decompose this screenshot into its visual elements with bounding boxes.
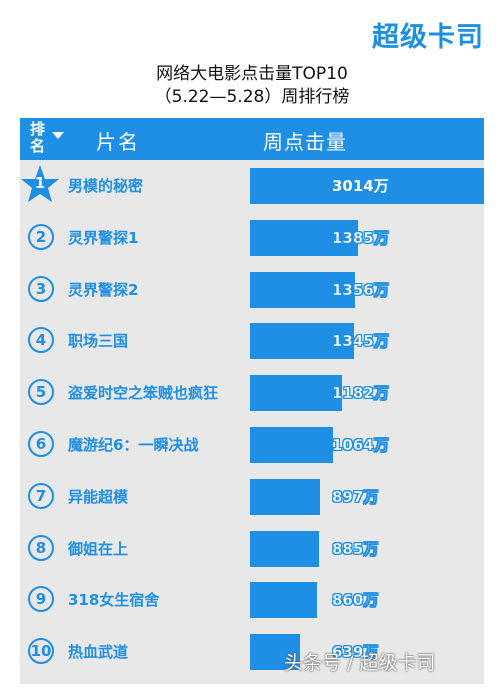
bar <box>250 219 358 256</box>
table-row: 6 魔游纪6：一瞬决战 1064万 <box>20 425 484 465</box>
name-header: 片名 <box>96 130 140 154</box>
chart-title: 网络大电影点击量TOP10 <box>156 64 348 84</box>
clicks-header: 周点击量 <box>263 130 347 154</box>
rank-badge: 4 <box>28 327 54 354</box>
bar <box>250 323 354 360</box>
rank-badge: 6 <box>28 431 54 457</box>
value-label: 1385万 <box>332 228 389 247</box>
film-name: 异能超模 <box>68 487 129 506</box>
sort-down-icon[interactable] <box>52 132 64 139</box>
rank-badge: 7 <box>28 482 54 509</box>
table-header: 排名 片名 周点击量 <box>20 118 484 160</box>
star-icon <box>21 165 59 202</box>
film-name: 灵界警探1 <box>68 228 139 247</box>
table-row: 2 灵界警探1 1385万 <box>20 218 484 258</box>
film-name: 御姐在上 <box>68 539 129 558</box>
rank-badge: 10 <box>28 638 54 665</box>
film-name: 热血武道 <box>68 643 129 662</box>
table-row: 9 318女生宿舍 860万 <box>20 580 484 620</box>
logo: 超级卡司 <box>372 14 484 54</box>
film-name: 男模的秘密 <box>68 177 144 195</box>
bar <box>250 582 317 619</box>
value-label: 1345万 <box>332 332 389 351</box>
bar <box>250 427 333 463</box>
rank-badge: 8 <box>28 534 54 561</box>
table-row: 8 御姐在上 885万 <box>20 529 484 569</box>
table-row: 10 热血武道 639万 <box>20 632 484 672</box>
value-label: 639万 <box>332 643 379 662</box>
logo-text: 超级卡司 <box>372 21 484 53</box>
bar <box>250 168 484 204</box>
film-name: 318女生宿舍 <box>68 591 160 610</box>
value-label: 3014万 <box>332 177 389 195</box>
film-name: 魔游纪6：一瞬决战 <box>68 436 199 454</box>
bar <box>250 375 342 412</box>
rank-header[interactable]: 排名 <box>30 120 46 155</box>
rank-badge: 3 <box>28 275 54 302</box>
value-label: 860万 <box>332 591 379 610</box>
rank-badge: 2 <box>28 223 54 250</box>
table-row: 3 灵界警探2 1356万 <box>20 270 484 310</box>
table-row: 7 异能超模 897万 <box>20 477 484 517</box>
table-row: 5 盗爱时空之笨贼也疯狂 1182万 <box>20 373 484 413</box>
value-label: 1356万 <box>332 280 389 299</box>
bar <box>250 271 355 308</box>
value-label: 897万 <box>332 487 379 506</box>
watermark: 头条号 / 超级卡司 <box>284 652 436 674</box>
rank-number: 1 <box>34 174 46 192</box>
bar <box>250 478 320 515</box>
film-name: 职场三国 <box>68 332 129 351</box>
value-label: 1064万 <box>332 436 389 454</box>
rank-badge: 9 <box>28 586 54 613</box>
chart-subtitle: （5.22—5.28）周排行榜 <box>154 87 350 107</box>
film-name: 灵界警探2 <box>68 280 139 299</box>
film-name: 盗爱时空之笨贼也疯狂 <box>68 384 219 403</box>
table-row: 1 男模的秘密 3014万 <box>20 165 484 206</box>
bar <box>250 530 319 567</box>
table-row: 4 职场三国 1345万 <box>20 321 484 361</box>
value-label: 1182万 <box>332 384 389 403</box>
rank-badge: 5 <box>28 379 54 406</box>
bar <box>250 634 300 671</box>
value-label: 885万 <box>332 539 379 558</box>
